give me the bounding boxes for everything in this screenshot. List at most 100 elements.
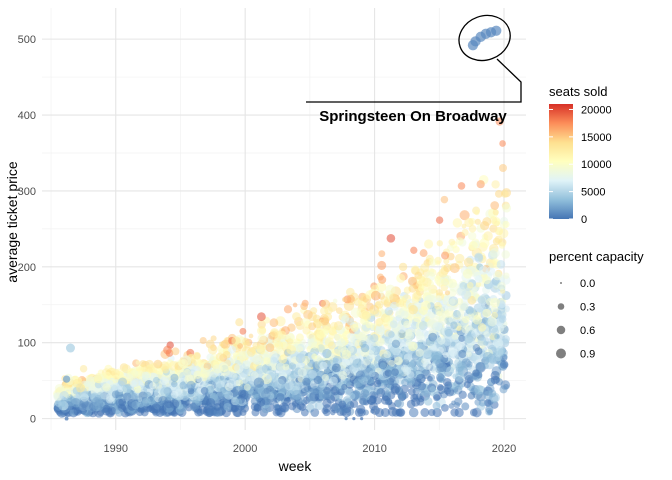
- data-point: [485, 404, 494, 414]
- data-point: [385, 284, 396, 295]
- colorbar-tick-label: 10000: [581, 159, 612, 171]
- size-key-dot: [557, 303, 565, 310]
- data-point: [177, 359, 186, 367]
- data-point: [494, 333, 500, 340]
- data-point: [410, 359, 418, 367]
- data-point: [428, 343, 437, 351]
- data-point: [288, 362, 297, 370]
- data-point: [360, 417, 364, 421]
- data-point: [256, 397, 266, 407]
- data-point: [416, 281, 423, 288]
- x-tick-label: 1990: [104, 443, 128, 455]
- data-point: [292, 312, 301, 321]
- data-point: [76, 383, 85, 393]
- data-point: [279, 402, 289, 413]
- data-point: [233, 363, 244, 374]
- data-point: [337, 338, 346, 347]
- data-point: [383, 350, 392, 359]
- data-point: [426, 311, 435, 320]
- data-point: [454, 407, 464, 418]
- data-point: [397, 390, 406, 400]
- data-point: [503, 383, 509, 390]
- data-point: [408, 304, 418, 315]
- data-point: [449, 263, 460, 274]
- data-point: [237, 342, 244, 349]
- data-point: [407, 387, 416, 396]
- data-point: [159, 376, 169, 386]
- data-point: [490, 201, 500, 210]
- data-point: [243, 341, 252, 349]
- data-point: [257, 333, 267, 344]
- data-point: [456, 341, 465, 350]
- data-point: [493, 337, 503, 347]
- data-point: [341, 383, 348, 390]
- data-point: [400, 310, 409, 319]
- data-point: [352, 358, 362, 368]
- percent-capacity-keys: 0.0 0.3 0.6 0.9: [556, 278, 595, 361]
- data-point: [139, 360, 147, 368]
- data-point: [246, 348, 256, 357]
- data-point: [241, 360, 251, 370]
- data-point: [272, 401, 279, 408]
- data-point: [170, 390, 179, 399]
- data-point: [330, 409, 336, 416]
- data-point: [499, 301, 506, 309]
- data-point: [448, 238, 456, 246]
- data-point: [251, 354, 262, 365]
- data-point: [376, 388, 386, 398]
- data-point: [360, 343, 370, 353]
- data-point: [391, 339, 401, 348]
- data-point: [310, 408, 320, 417]
- data-point: [308, 400, 318, 410]
- data-point: [169, 399, 180, 409]
- data-point: [316, 329, 326, 339]
- data-point: [384, 307, 393, 316]
- data-point: [223, 402, 232, 412]
- data-point: [395, 399, 405, 409]
- data-point: [443, 258, 450, 265]
- data-point: [492, 258, 498, 264]
- data-point: [171, 347, 180, 356]
- data-point: [477, 296, 486, 304]
- data-point: [337, 388, 345, 396]
- data-point: [466, 281, 474, 289]
- data-point: [308, 370, 317, 379]
- data-point: [432, 407, 442, 418]
- data-point: [431, 354, 441, 364]
- data-point: [441, 251, 450, 260]
- data-point: [408, 284, 417, 293]
- data-point: [350, 323, 359, 332]
- data-point: [477, 337, 487, 346]
- data-point: [344, 417, 348, 421]
- data-point: [123, 392, 132, 401]
- data-point: [401, 378, 409, 387]
- data-point: [479, 220, 490, 231]
- data-point: [117, 377, 128, 387]
- data-point: [341, 313, 350, 322]
- y-tick-label: 300: [18, 186, 36, 198]
- data-point: [256, 345, 266, 355]
- data-point: [338, 400, 347, 409]
- data-point: [442, 351, 449, 358]
- data-point: [468, 224, 477, 233]
- annotation-pointer: [306, 58, 522, 103]
- data-point: [457, 286, 467, 296]
- data-point: [213, 403, 222, 411]
- data-point: [228, 371, 238, 381]
- data-point: [302, 326, 311, 335]
- data-point: [226, 378, 236, 389]
- data-point: [194, 408, 203, 417]
- data-point: [467, 40, 479, 51]
- data-point: [406, 377, 415, 386]
- data-point: [341, 349, 352, 360]
- data-point: [140, 408, 149, 417]
- data-point: [475, 281, 482, 288]
- data-point: [478, 399, 487, 407]
- data-point: [131, 378, 141, 387]
- data-point: [461, 223, 467, 229]
- data-point: [111, 390, 120, 399]
- data-point: [449, 282, 460, 292]
- data-point: [488, 356, 497, 365]
- data-point: [142, 397, 151, 407]
- data-point: [462, 268, 473, 279]
